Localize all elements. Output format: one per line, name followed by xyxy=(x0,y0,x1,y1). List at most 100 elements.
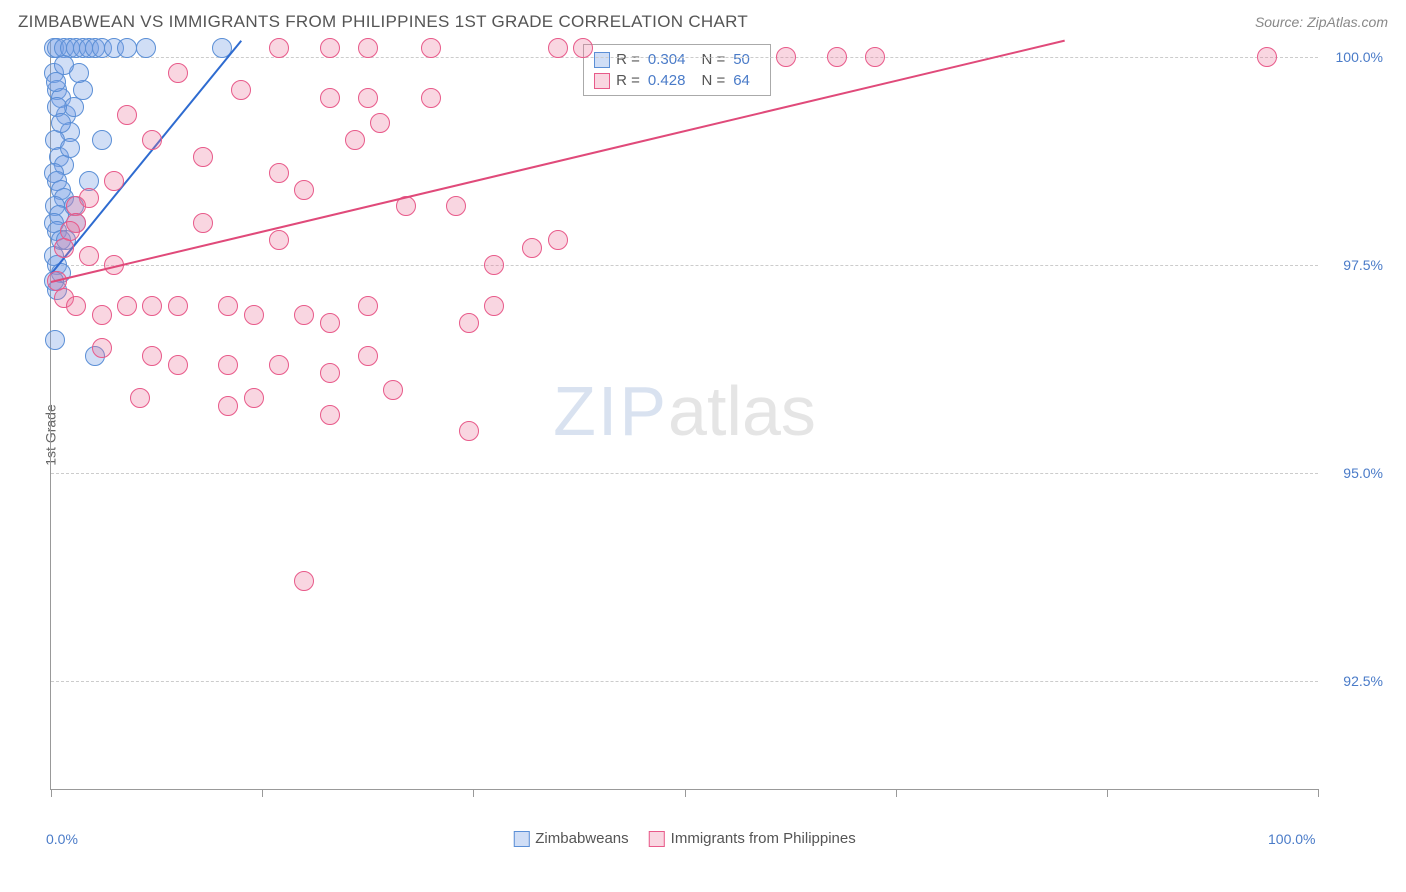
series-legend: Zimbabweans Immigrants from Philippines xyxy=(513,830,855,847)
scatter-point xyxy=(320,38,340,58)
scatter-point xyxy=(269,230,289,250)
scatter-point xyxy=(92,130,112,150)
stat-r-label: R = xyxy=(616,51,640,68)
scatter-point xyxy=(421,38,441,58)
chart-container: 1st Grade ZIPatlas R =0.304N =50R =0.428… xyxy=(50,40,1388,830)
scatter-point xyxy=(168,63,188,83)
scatter-point xyxy=(79,246,99,266)
scatter-point xyxy=(51,113,71,133)
scatter-point xyxy=(117,38,137,58)
legend-swatch xyxy=(594,73,610,89)
x-tick xyxy=(473,789,474,797)
x-tick xyxy=(685,789,686,797)
scatter-point xyxy=(446,196,466,216)
x-tick-label: 0.0% xyxy=(46,831,78,847)
stat-n-label: N = xyxy=(701,72,725,89)
y-tick-label: 92.5% xyxy=(1343,673,1383,689)
scatter-point xyxy=(294,305,314,325)
scatter-point xyxy=(320,363,340,383)
x-tick xyxy=(896,789,897,797)
gridline-h xyxy=(51,265,1318,266)
chart-title: ZIMBABWEAN VS IMMIGRANTS FROM PHILIPPINE… xyxy=(18,12,748,32)
scatter-point xyxy=(573,38,593,58)
gridline-h xyxy=(51,57,1318,58)
scatter-point xyxy=(522,238,542,258)
scatter-point xyxy=(548,230,568,250)
scatter-point xyxy=(117,105,137,125)
x-tick xyxy=(51,789,52,797)
correlation-legend: R = 0.304 N = 50R = 0.428 N = 64 xyxy=(583,44,771,96)
scatter-point xyxy=(218,355,238,375)
scatter-point xyxy=(776,47,796,67)
legend-swatch xyxy=(649,831,665,847)
scatter-point xyxy=(142,346,162,366)
legend-item: Zimbabweans xyxy=(513,830,628,847)
x-tick-label: 100.0% xyxy=(1268,831,1315,847)
scatter-point xyxy=(136,38,156,58)
legend-swatch xyxy=(594,52,610,68)
plot-area: ZIPatlas R =0.304N =50R =0.428N =64 Zimb… xyxy=(50,40,1318,790)
scatter-point xyxy=(104,171,124,191)
scatter-point xyxy=(345,130,365,150)
legend-item: Immigrants from Philippines xyxy=(649,830,856,847)
scatter-point xyxy=(66,296,86,316)
scatter-point xyxy=(142,296,162,316)
scatter-point xyxy=(218,296,238,316)
gridline-h xyxy=(51,681,1318,682)
legend-swatch xyxy=(513,831,529,847)
scatter-point xyxy=(130,388,150,408)
legend-label: Zimbabweans xyxy=(535,830,628,847)
y-tick-label: 100.0% xyxy=(1336,49,1383,65)
scatter-point xyxy=(484,255,504,275)
scatter-point xyxy=(193,147,213,167)
legend-stat-row: R =0.428N =64 xyxy=(594,70,760,91)
scatter-point xyxy=(117,296,137,316)
x-tick xyxy=(1107,789,1108,797)
scatter-point xyxy=(484,296,504,316)
scatter-point xyxy=(320,313,340,333)
scatter-point xyxy=(46,72,66,92)
gridline-h xyxy=(51,473,1318,474)
scatter-point xyxy=(218,396,238,416)
scatter-point xyxy=(358,296,378,316)
scatter-point xyxy=(269,163,289,183)
scatter-point xyxy=(54,238,74,258)
scatter-point xyxy=(358,88,378,108)
scatter-point xyxy=(358,346,378,366)
scatter-point xyxy=(45,330,65,350)
scatter-point xyxy=(269,38,289,58)
stat-r-value: 0.428 xyxy=(648,72,686,89)
scatter-point xyxy=(168,296,188,316)
scatter-point xyxy=(865,47,885,67)
scatter-point xyxy=(320,405,340,425)
scatter-point xyxy=(142,130,162,150)
stat-n-value: 50 xyxy=(733,51,750,68)
x-tick xyxy=(262,789,263,797)
scatter-point xyxy=(459,421,479,441)
scatter-point xyxy=(193,213,213,233)
header: ZIMBABWEAN VS IMMIGRANTS FROM PHILIPPINE… xyxy=(0,0,1406,40)
scatter-point xyxy=(459,313,479,333)
legend-stat-row: R = 0.304 N = 50 xyxy=(594,49,760,70)
scatter-point xyxy=(370,113,390,133)
scatter-point xyxy=(92,338,112,358)
watermark-part1: ZIP xyxy=(553,372,668,450)
scatter-point xyxy=(1257,47,1277,67)
scatter-point xyxy=(548,38,568,58)
scatter-point xyxy=(320,88,340,108)
watermark: ZIPatlas xyxy=(553,371,816,451)
scatter-point xyxy=(60,138,80,158)
x-tick xyxy=(1318,789,1319,797)
scatter-point xyxy=(827,47,847,67)
source-attribution: Source: ZipAtlas.com xyxy=(1255,14,1388,30)
scatter-point xyxy=(294,180,314,200)
stat-n-value: 64 xyxy=(733,72,750,89)
scatter-point xyxy=(168,355,188,375)
scatter-point xyxy=(269,355,289,375)
stat-n-label: N = xyxy=(701,51,725,68)
stat-r-value: 0.304 xyxy=(648,51,686,68)
scatter-point xyxy=(92,305,112,325)
watermark-part2: atlas xyxy=(668,372,816,450)
y-tick-label: 97.5% xyxy=(1343,257,1383,273)
scatter-point xyxy=(383,380,403,400)
